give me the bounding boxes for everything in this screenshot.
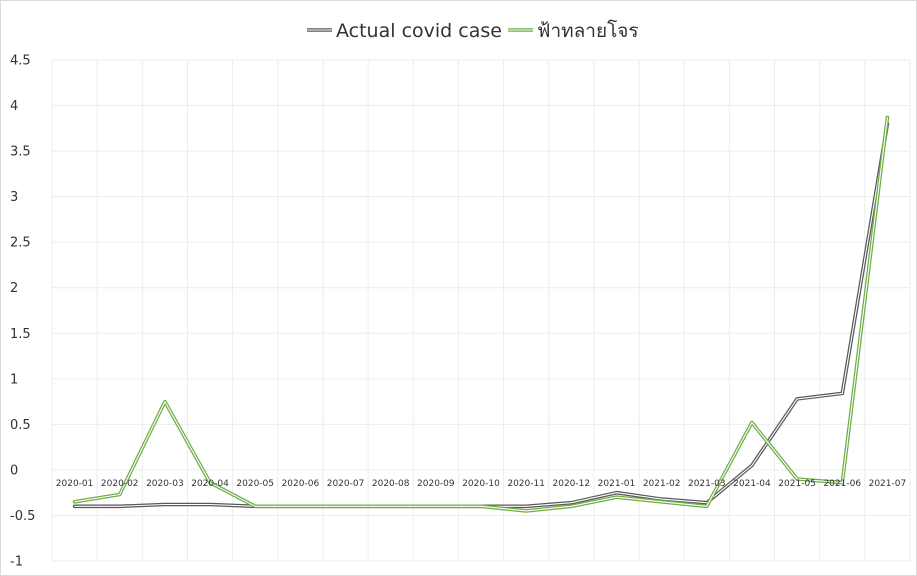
y-tick-label: 1	[10, 372, 18, 387]
y-tick-label: 0.5	[10, 418, 31, 433]
x-tick-label: 2020-09	[417, 479, 455, 489]
x-tick-label: 2021-06	[823, 479, 861, 489]
series-line-inner-2	[74, 116, 888, 512]
x-tick-label: 2020-12	[553, 479, 591, 489]
x-tick-label: 2020-01	[56, 479, 94, 489]
y-tick-label: 2	[10, 281, 18, 296]
x-tick-label: 2020-02	[101, 479, 139, 489]
x-axis-ticks: 2020-01 2020-02 2020-03 2020-04 2020-05 2020-…	[56, 479, 906, 489]
series-lines	[72, 115, 890, 513]
y-tick-label: -0.5	[10, 509, 35, 524]
x-tick-label: 2020-10	[462, 479, 500, 489]
x-tick-label: 2021-04	[733, 479, 771, 489]
y-tick-label: 2.5	[10, 236, 31, 251]
x-tick-label: 2021-05	[778, 479, 816, 489]
y-axis-ticks: -1 -0.5 0 0.5 1 1.5 2 2.5 3 3.5 4 4.5	[10, 54, 35, 570]
legend-label-1: Actual covid case	[336, 20, 502, 42]
y-tick-label: 1.5	[10, 327, 31, 342]
x-tick-label: 2021-01	[598, 479, 636, 489]
x-tick-label: 2020-08	[372, 479, 410, 489]
x-tick-label: 2020-05	[236, 479, 274, 489]
x-tick-label: 2020-07	[327, 479, 365, 489]
y-tick-label: 0	[10, 463, 18, 478]
x-tick-label: 2020-03	[146, 479, 184, 489]
y-tick-label: 4	[10, 99, 18, 114]
y-tick-label: 3	[10, 190, 18, 205]
x-tick-label: 2021-07	[869, 479, 907, 489]
x-tick-label: 2021-03	[688, 479, 726, 489]
x-tick-label: 2021-02	[643, 479, 681, 489]
legend-label-2: ฟ้าทลายโจร	[537, 19, 639, 42]
y-tick-label: 4.5	[10, 54, 31, 69]
x-tick-label: 2020-04	[191, 479, 229, 489]
legend: Actual covid case ฟ้าทลายโจร	[307, 19, 639, 42]
y-tick-label: -1	[10, 555, 23, 570]
y-tick-label: 3.5	[10, 145, 31, 160]
x-tick-label: 2020-11	[507, 479, 545, 489]
x-tick-label: 2020-06	[282, 479, 320, 489]
